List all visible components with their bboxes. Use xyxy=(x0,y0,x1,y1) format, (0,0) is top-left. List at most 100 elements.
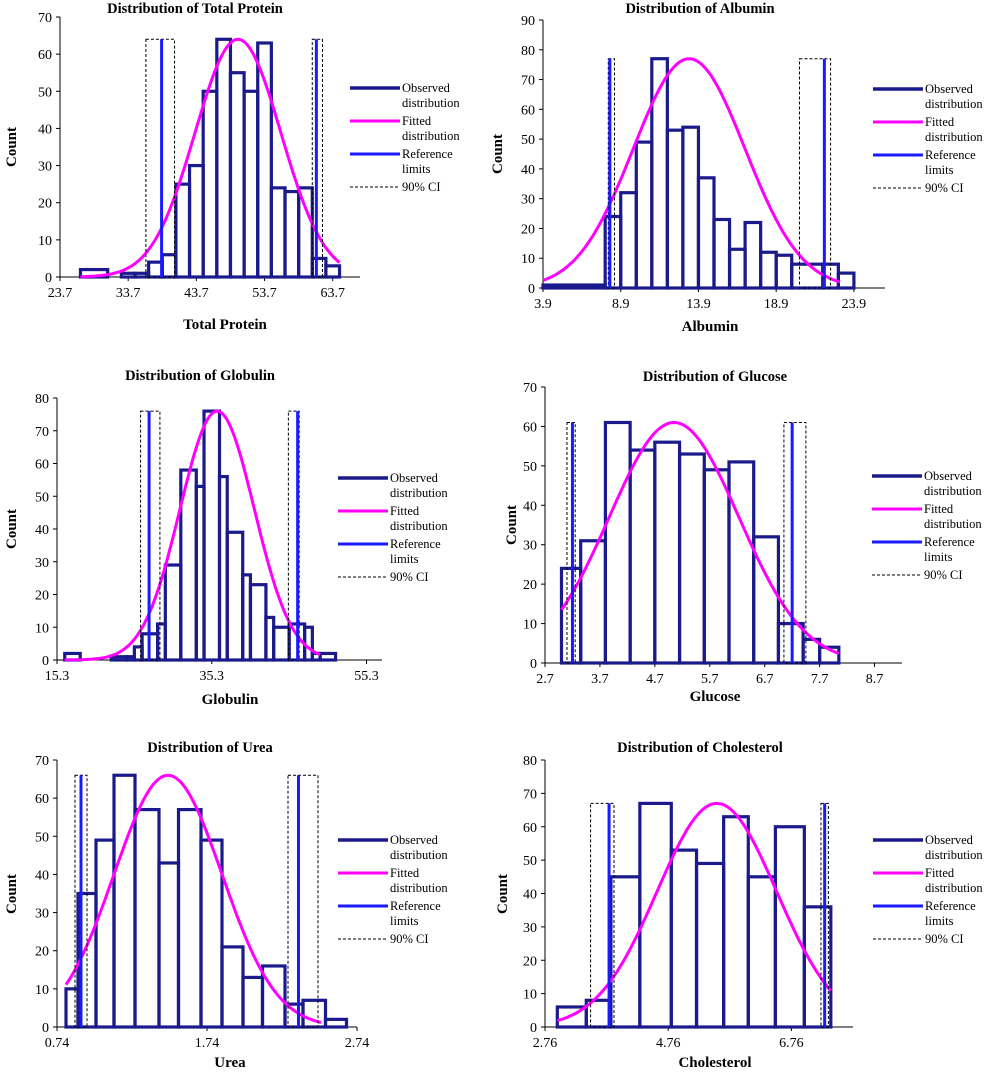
chart-title: Distribution of Total Protein xyxy=(107,1,283,17)
y-tick-label: 20 xyxy=(523,954,537,969)
legend-reference-label: Reference xyxy=(390,899,441,913)
histogram-bar xyxy=(272,625,291,662)
legend-ci-label: 90% CI xyxy=(924,568,963,582)
x-tick-label: 55.3 xyxy=(354,669,379,684)
fitted-curve xyxy=(64,773,322,1024)
histogram-bar xyxy=(746,875,777,1029)
histogram-bar xyxy=(256,41,273,279)
y-tick-label: 40 xyxy=(35,868,49,883)
y-tick-label: 10 xyxy=(523,618,537,633)
legend: ObserveddistributionFitteddistributionRe… xyxy=(872,469,982,582)
histogram-bar xyxy=(727,460,756,665)
legend: ObserveddistributionFitteddistributionRe… xyxy=(350,81,460,194)
y-tick-label: 40 xyxy=(35,523,49,538)
legend: ObserveddistributionFitteddistributionRe… xyxy=(873,82,983,195)
y-tick-label: 70 xyxy=(35,425,49,440)
y-tick-label: 0 xyxy=(530,657,537,672)
y-tick-label: 20 xyxy=(523,578,537,593)
x-tick-label: 1.74 xyxy=(195,1036,220,1051)
histogram-bar xyxy=(677,452,706,665)
y-tick-label: 50 xyxy=(523,460,537,475)
chart-title: Distribution of Glucose xyxy=(643,369,788,385)
x-tick-label: 7.7 xyxy=(811,672,829,687)
fitted-curve xyxy=(80,37,341,279)
legend-fitted-label: distribution xyxy=(390,519,448,533)
histogram-bar xyxy=(94,838,116,1029)
x-tick-label: 6.76 xyxy=(779,1036,804,1051)
y-tick-label: 0 xyxy=(45,271,52,286)
histogram-bar xyxy=(702,468,731,665)
legend-observed-label: Observed xyxy=(925,82,974,96)
y-axis-label: Count xyxy=(4,874,20,914)
histogram-bar xyxy=(260,964,287,1029)
ci-box xyxy=(607,58,616,289)
x-tick-label: 18.9 xyxy=(764,297,789,312)
x-tick-label: 3.7 xyxy=(591,672,609,687)
y-tick-label: 30 xyxy=(35,556,49,571)
histogram-bar xyxy=(318,651,338,662)
histogram-bar xyxy=(174,182,192,279)
legend-fitted-label: Fitted xyxy=(924,502,954,516)
legend-ci-label: 90% CI xyxy=(390,932,429,946)
histogram-bar xyxy=(696,176,716,290)
y-tick-label: 50 xyxy=(35,490,49,505)
x-tick-label: 23.9 xyxy=(842,297,867,312)
fitted-curve xyxy=(542,57,841,284)
histogram-bar xyxy=(743,220,763,290)
y-tick-label: 80 xyxy=(523,754,537,769)
legend-reference-label: limits xyxy=(390,914,419,928)
legend-ci-label: 90% CI xyxy=(925,181,964,195)
histogram-bar xyxy=(310,256,328,279)
ci-box xyxy=(287,410,300,661)
y-tick-label: 10 xyxy=(523,988,537,1003)
histogram-bar xyxy=(133,807,161,1029)
y-tick-label: 20 xyxy=(38,197,52,212)
legend-observed-label: distribution xyxy=(925,848,983,862)
y-tick-label: 20 xyxy=(35,589,49,604)
x-tick-label: 4.76 xyxy=(656,1036,681,1051)
histogram-bar xyxy=(119,271,137,279)
legend-reference-label: Reference xyxy=(924,535,975,549)
chart-panel-1: Distribution of Total Protein 0 10 20 30 40 50… xyxy=(4,1,460,333)
y-tick-label: 60 xyxy=(523,821,537,836)
y-tick-label: 30 xyxy=(35,907,49,922)
legend-fitted-label: Fitted xyxy=(402,114,432,128)
legend-ci-label: 90% CI xyxy=(925,932,964,946)
legend-fitted-label: distribution xyxy=(925,130,983,144)
y-tick-label: 50 xyxy=(35,830,49,845)
y-axis-label: Count xyxy=(4,509,20,549)
histogram-bar xyxy=(297,186,314,279)
histogram-bar xyxy=(541,283,607,290)
x-tick-label: 4.7 xyxy=(646,672,664,687)
legend-observed-label: Observed xyxy=(925,833,974,847)
histogram-bar xyxy=(609,875,642,1029)
y-tick-label: 10 xyxy=(38,234,52,249)
histogram-bar xyxy=(790,262,825,290)
legend-observed-label: distribution xyxy=(390,848,448,862)
x-axis-label: Urea xyxy=(214,1055,246,1071)
legend-reference-label: limits xyxy=(390,552,419,566)
y-tick-label: 30 xyxy=(38,160,52,175)
histogram-bar xyxy=(759,250,778,290)
histogram-bar xyxy=(112,773,137,1029)
legend-observed-label: distribution xyxy=(924,484,982,498)
chart-title: Distribution of Cholesterol xyxy=(617,740,783,756)
histogram-bar xyxy=(228,71,246,279)
x-axis-label: Globulin xyxy=(202,692,259,708)
chart-panel-3: Distribution of Globulin 0 10 20 30 40 50 60 70 8… xyxy=(4,368,448,708)
x-tick-label: 8.7 xyxy=(866,672,884,687)
y-tick-label: 10 xyxy=(35,983,49,998)
y-tick-label: 70 xyxy=(523,787,537,802)
y-axis-label: Count xyxy=(504,505,520,545)
legend-observed-label: Observed xyxy=(402,81,451,95)
y-tick-label: 0 xyxy=(528,282,535,297)
legend-fitted-label: distribution xyxy=(925,881,983,895)
histogram-bar xyxy=(619,191,638,290)
y-tick-label: 90 xyxy=(521,14,535,29)
legend-reference-label: Reference xyxy=(925,899,976,913)
y-tick-label: 70 xyxy=(521,74,535,89)
legend-fitted-label: Fitted xyxy=(390,504,420,518)
y-tick-label: 0 xyxy=(42,654,49,669)
y-tick-label: 40 xyxy=(38,122,52,137)
